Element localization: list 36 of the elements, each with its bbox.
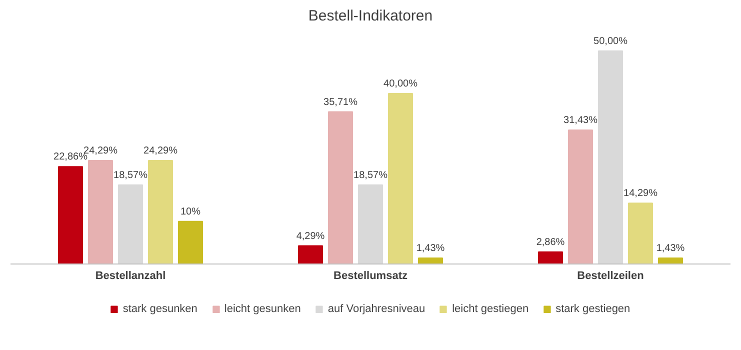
data-label: 24,29% bbox=[144, 145, 178, 156]
bar bbox=[148, 160, 173, 265]
legend-label: auf Vorjahresniveau bbox=[328, 303, 426, 315]
x-tick-label: Bestellzeilen bbox=[577, 270, 644, 282]
data-label: 22,86% bbox=[54, 152, 88, 163]
bar bbox=[58, 166, 83, 265]
data-label: 18,57% bbox=[114, 170, 148, 181]
data-label: 4,29% bbox=[296, 230, 325, 242]
data-label: 40,00% bbox=[384, 78, 418, 90]
data-label: 50,00% bbox=[594, 36, 628, 47]
x-tick-label: Bestellumsatz bbox=[334, 270, 408, 282]
bar bbox=[628, 202, 653, 265]
bar bbox=[178, 220, 203, 265]
x-tick-label: Bestellanzahl bbox=[95, 270, 166, 282]
data-label: 35,71% bbox=[324, 96, 358, 108]
legend-label: stark gesunken bbox=[122, 303, 198, 315]
data-label: 1,43% bbox=[656, 242, 685, 254]
legend-label: leicht gestiegen bbox=[452, 303, 529, 315]
chart-title: Bestell-Indikatoren bbox=[308, 8, 433, 24]
bar bbox=[568, 130, 593, 265]
bar bbox=[358, 184, 383, 265]
bar bbox=[598, 50, 623, 265]
bar bbox=[328, 111, 353, 265]
bar bbox=[298, 245, 323, 265]
data-label: 31,43% bbox=[564, 115, 598, 126]
data-label: 10% bbox=[180, 206, 201, 218]
legend-label: leicht gesunken bbox=[224, 303, 301, 315]
bar bbox=[538, 251, 563, 265]
data-label: 14,29% bbox=[624, 188, 658, 200]
legend-label: stark gestiegen bbox=[556, 303, 630, 315]
bar bbox=[388, 92, 413, 265]
data-label: 18,57% bbox=[354, 170, 388, 181]
bar bbox=[118, 184, 143, 265]
data-label: 2,86% bbox=[536, 236, 565, 248]
bar bbox=[88, 160, 113, 265]
data-label: 1,43% bbox=[416, 242, 445, 254]
